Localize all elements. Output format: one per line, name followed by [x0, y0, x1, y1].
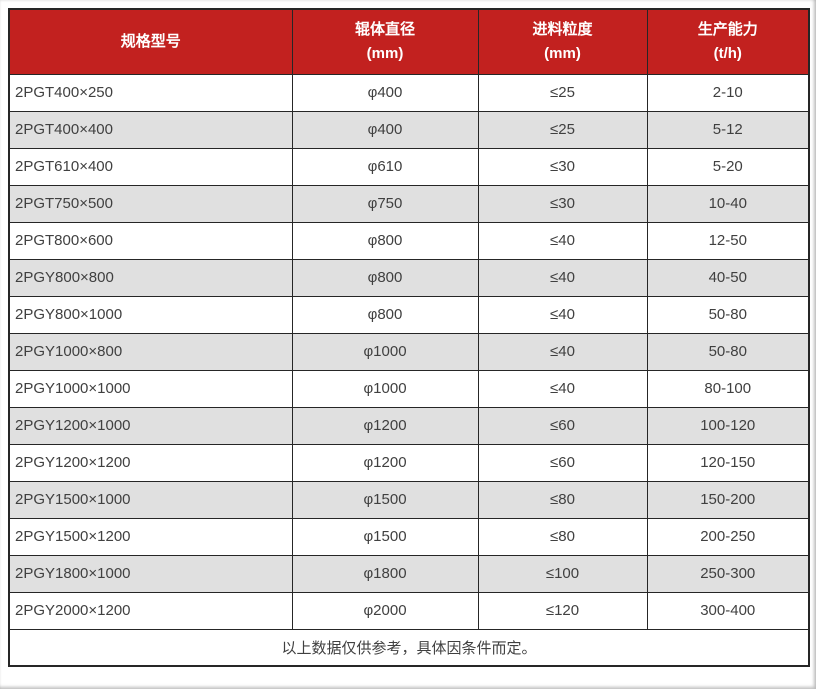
- cell-capacity: 12-50: [646, 221, 810, 260]
- cell-capacity: 50-80: [646, 295, 810, 334]
- cell-model: 2PGT610×400: [8, 147, 293, 186]
- cell-capacity: 150-200: [646, 480, 810, 519]
- table-row: 2PGT400×400 φ400 ≤25 5-12: [8, 110, 810, 149]
- header-roller-diameter: 辊体直径 (mm): [291, 8, 479, 75]
- cell-diameter: φ1200: [291, 443, 479, 482]
- cell-model: 2PGT400×250: [8, 73, 293, 112]
- cell-feed-size: ≤25: [477, 110, 648, 149]
- cell-diameter: φ1800: [291, 554, 479, 593]
- cell-feed-size: ≤100: [477, 554, 648, 593]
- spec-table: 规格型号 辊体直径 (mm) 进料粒度 (mm) 生产能力 (t/h) 2PGT…: [8, 8, 810, 667]
- cell-diameter: φ800: [291, 221, 479, 260]
- header-roller-diameter-label: 辊体直径: [354, 20, 415, 38]
- cell-model: 2PGT800×600: [8, 221, 293, 260]
- cell-capacity: 10-40: [646, 184, 810, 223]
- cell-capacity: 40-50: [646, 258, 810, 297]
- cell-diameter: φ1000: [291, 332, 479, 371]
- table-row: 2PGT750×500 φ750 ≤30 10-40: [8, 184, 810, 223]
- cell-capacity: 5-20: [646, 147, 810, 186]
- cell-capacity: 120-150: [646, 443, 810, 482]
- cell-model: 2PGY1000×800: [8, 332, 293, 371]
- header-model: 规格型号: [8, 8, 293, 75]
- cell-feed-size: ≤40: [477, 258, 648, 297]
- spec-table-header: 规格型号 辊体直径 (mm) 进料粒度 (mm) 生产能力 (t/h): [8, 8, 810, 75]
- cell-model: 2PGY1200×1200: [8, 443, 293, 482]
- cell-diameter: φ400: [291, 110, 479, 149]
- cell-model: 2PGY800×800: [8, 258, 293, 297]
- header-capacity-unit: (t/h): [713, 44, 742, 62]
- cell-model: 2PGY1200×1000: [8, 406, 293, 445]
- cell-model: 2PGY800×1000: [8, 295, 293, 334]
- cell-feed-size: ≤40: [477, 295, 648, 334]
- footer-note: 以上数据仅供参考，具体因条件而定。: [8, 628, 810, 667]
- cell-feed-size: ≤30: [477, 184, 648, 223]
- cell-capacity: 80-100: [646, 369, 810, 408]
- cell-feed-size: ≤40: [477, 369, 648, 408]
- cell-diameter: φ1000: [291, 369, 479, 408]
- table-row: 2PGY1000×800 φ1000 ≤40 50-80: [8, 332, 810, 371]
- header-capacity: 生产能力 (t/h): [646, 8, 810, 75]
- cell-capacity: 5-12: [646, 110, 810, 149]
- header-feed-size-unit: (mm): [544, 44, 581, 62]
- table-row: 2PGT400×250 φ400 ≤25 2-10: [8, 73, 810, 112]
- header-capacity-label: 生产能力: [697, 20, 758, 38]
- header-model-label: 规格型号: [120, 32, 181, 50]
- header-feed-size-label: 进料粒度: [532, 20, 593, 38]
- cell-model: 2PGT750×500: [8, 184, 293, 223]
- cell-diameter: φ1500: [291, 517, 479, 556]
- cell-diameter: φ2000: [291, 591, 479, 630]
- table-row: 2PGY800×1000 φ800 ≤40 50-80: [8, 295, 810, 334]
- spec-table-footer: 以上数据仅供参考，具体因条件而定。: [8, 628, 810, 667]
- cell-capacity: 50-80: [646, 332, 810, 371]
- cell-model: 2PGY1500×1200: [8, 517, 293, 556]
- table-row: 2PGY1500×1200 φ1500 ≤80 200-250: [8, 517, 810, 556]
- cell-diameter: φ800: [291, 258, 479, 297]
- cell-model: 2PGY1500×1000: [8, 480, 293, 519]
- cell-diameter: φ400: [291, 73, 479, 112]
- table-row: 2PGY2000×1200 φ2000 ≤120 300-400: [8, 591, 810, 630]
- spec-table-body: 2PGT400×250 φ400 ≤25 2-10 2PGT400×400 φ4…: [8, 73, 810, 630]
- table-row: 2PGY1200×1000 φ1200 ≤60 100-120: [8, 406, 810, 445]
- header-row: 规格型号 辊体直径 (mm) 进料粒度 (mm) 生产能力 (t/h): [8, 8, 810, 75]
- table-row: 2PGY1500×1000 φ1500 ≤80 150-200: [8, 480, 810, 519]
- cell-model: 2PGY1000×1000: [8, 369, 293, 408]
- cell-model: 2PGY1800×1000: [8, 554, 293, 593]
- cell-feed-size: ≤40: [477, 221, 648, 260]
- cell-capacity: 100-120: [646, 406, 810, 445]
- cell-capacity: 250-300: [646, 554, 810, 593]
- cell-model: 2PGY2000×1200: [8, 591, 293, 630]
- cell-capacity: 200-250: [646, 517, 810, 556]
- table-row: 2PGT800×600 φ800 ≤40 12-50: [8, 221, 810, 260]
- table-row: 2PGY1000×1000 φ1000 ≤40 80-100: [8, 369, 810, 408]
- cell-capacity: 300-400: [646, 591, 810, 630]
- cell-capacity: 2-10: [646, 73, 810, 112]
- header-feed-size: 进料粒度 (mm): [477, 8, 648, 75]
- cell-diameter: φ610: [291, 147, 479, 186]
- cell-feed-size: ≤60: [477, 443, 648, 482]
- cell-feed-size: ≤25: [477, 73, 648, 112]
- cell-diameter: φ1200: [291, 406, 479, 445]
- cell-feed-size: ≤40: [477, 332, 648, 371]
- table-row: 2PGY800×800 φ800 ≤40 40-50: [8, 258, 810, 297]
- cell-feed-size: ≤80: [477, 517, 648, 556]
- table-row: 2PGT610×400 φ610 ≤30 5-20: [8, 147, 810, 186]
- cell-diameter: φ800: [291, 295, 479, 334]
- cell-model: 2PGT400×400: [8, 110, 293, 149]
- header-roller-diameter-unit: (mm): [366, 44, 404, 62]
- cell-diameter: φ750: [291, 184, 479, 223]
- table-row: 2PGY1200×1200 φ1200 ≤60 120-150: [8, 443, 810, 482]
- cell-feed-size: ≤80: [477, 480, 648, 519]
- cell-feed-size: ≤60: [477, 406, 648, 445]
- cell-feed-size: ≤120: [477, 591, 648, 630]
- footer-row: 以上数据仅供参考，具体因条件而定。: [8, 628, 810, 667]
- cell-diameter: φ1500: [291, 480, 479, 519]
- cell-feed-size: ≤30: [477, 147, 648, 186]
- table-row: 2PGY1800×1000 φ1800 ≤100 250-300: [8, 554, 810, 593]
